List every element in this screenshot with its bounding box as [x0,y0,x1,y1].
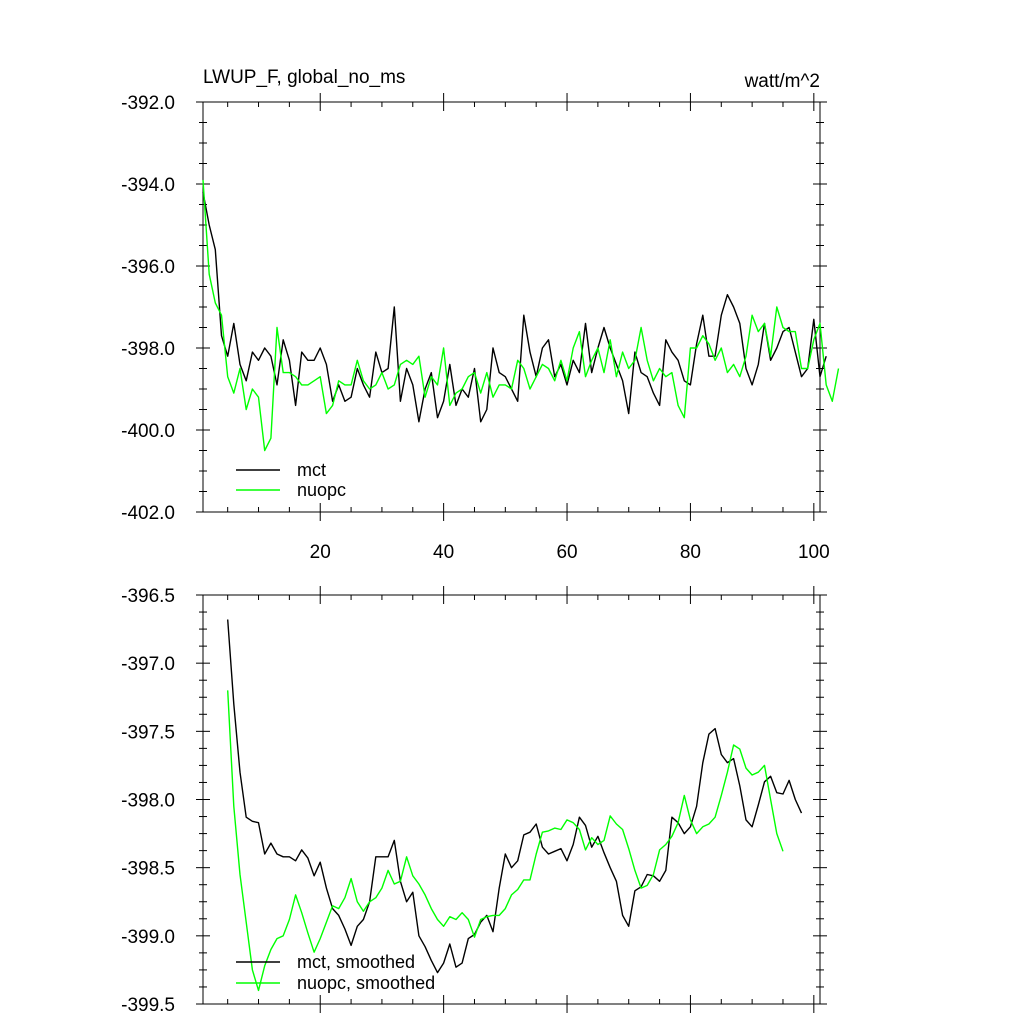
y-tick-label: -397.5 [121,722,175,743]
y-tick-label: -398.0 [121,791,175,812]
y-tick-label: -399.0 [121,927,175,948]
x-tick-label: 20 [310,542,331,563]
bottom-panel-series [227,619,803,992]
y-tick-label: -402.0 [121,503,175,524]
top-panel-series [202,179,840,452]
top-panel-y-axis: -392.0 -394.0 -396.0 -398.0 -400.0 -402.0 [121,93,175,524]
top-panel-x-axis: 20 40 60 80 100 [310,542,830,563]
series-line-nuopc-smoothed [227,690,784,992]
y-tick-label: -399.5 [121,995,175,1016]
y-tick-label: -392.0 [121,93,175,114]
top-panel-legend: mct nuopc [236,460,346,500]
bottom-panel-legend: mct, smoothed nuopc, smoothed [236,952,435,993]
x-tick-label: 80 [680,542,701,563]
y-tick-label: -398.0 [121,339,175,360]
x-tick-label: 60 [556,542,577,563]
x-tick-label: 100 [798,542,830,563]
top-panel-plot-frame [202,101,821,513]
top-panel-ticks [196,93,827,521]
series-line-nuopc [202,179,840,452]
bottom-panel-ticks [196,586,827,1013]
top-panel-title: LWUP_F, global_no_ms [203,67,405,88]
bottom-panel-plot-frame [202,594,821,1005]
y-tick-label: -396.0 [121,257,175,278]
legend-label-mct: mct [297,460,326,480]
top-panel-units: watt/m^2 [744,71,820,92]
series-line-mct-smoothed [227,619,803,974]
legend-label-nuopc-smoothed: nuopc, smoothed [297,973,435,993]
y-tick-label: -396.5 [121,586,175,607]
bottom-panel-y-axis: -396.5 -397.0 -397.5 -398.0 -398.5 -399.0 -399… [121,586,175,1016]
bottom-panel: -396.5 -397.0 -397.5 -398.0 -398.5 -399.0 -399… [121,586,827,1016]
legend-label-nuopc: nuopc [297,480,346,500]
series-line-mct [202,192,827,423]
y-tick-label: -397.0 [121,654,175,675]
top-panel: LWUP_F, global_no_ms watt/m^2 -392.0 -394… [121,67,840,563]
y-tick-label: -400.0 [121,421,175,442]
x-tick-label: 40 [433,542,454,563]
legend-label-mct-smoothed: mct, smoothed [297,952,415,972]
y-tick-label: -394.0 [121,175,175,196]
y-tick-label: -398.5 [121,859,175,880]
